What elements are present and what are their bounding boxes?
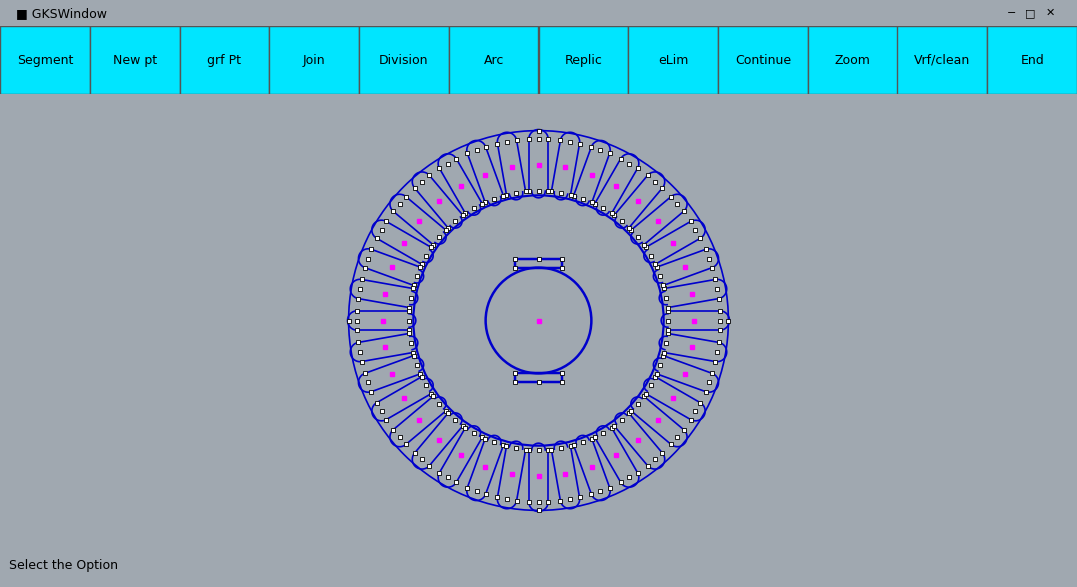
Text: Continue: Continue <box>735 53 791 67</box>
Bar <box>988 26 1077 94</box>
Text: Segment: Segment <box>16 53 73 67</box>
Text: Arc: Arc <box>484 53 504 67</box>
Bar <box>718 26 808 94</box>
Text: Vrf/clean: Vrf/clean <box>914 53 970 67</box>
Text: eLim: eLim <box>658 53 688 67</box>
Text: −: − <box>1007 8 1016 18</box>
Text: Join: Join <box>303 53 325 67</box>
Bar <box>808 26 897 94</box>
Bar <box>0 26 89 94</box>
Text: Zoom: Zoom <box>835 53 870 67</box>
Text: Division: Division <box>379 53 429 67</box>
Bar <box>269 26 359 94</box>
Bar <box>359 26 449 94</box>
Bar <box>538 26 628 94</box>
Text: Replic: Replic <box>564 53 602 67</box>
Text: ✕: ✕ <box>1046 8 1054 18</box>
Text: ■ GKSWindow: ■ GKSWindow <box>16 6 107 20</box>
Text: □: □ <box>1025 8 1036 18</box>
Text: Select the Option: Select the Option <box>9 559 117 572</box>
Bar <box>628 26 718 94</box>
Text: New pt: New pt <box>113 53 156 67</box>
Bar <box>89 26 180 94</box>
Text: End: End <box>1020 53 1044 67</box>
Bar <box>180 26 269 94</box>
Text: grf Pt: grf Pt <box>208 53 241 67</box>
Bar <box>449 26 538 94</box>
Bar <box>897 26 988 94</box>
